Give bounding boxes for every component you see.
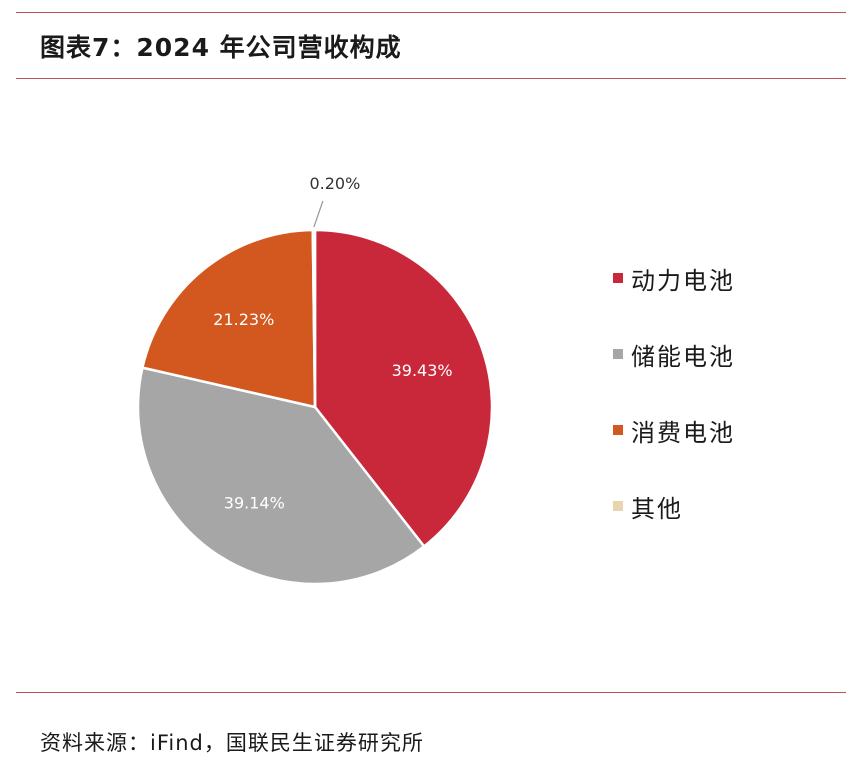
pie-slice-1 [136, 366, 426, 586]
slice-label-3: 0.20% [309, 174, 360, 193]
top-rule [16, 12, 846, 13]
pie-chart: 39.43% 39.14% 21.23% 0.20% [136, 174, 494, 586]
legend-item-3: 其他 [613, 468, 735, 544]
legend-label-0: 动力电池 [631, 266, 735, 295]
slice-label-0: 39.43% [392, 361, 453, 380]
slice-label-2: 21.23% [213, 310, 274, 329]
legend-item-1: 储能电池 [613, 316, 735, 392]
slice-label-1: 39.14% [224, 494, 285, 513]
leader-line-3 [313, 200, 324, 228]
legend-label-1: 储能电池 [631, 342, 735, 371]
legend-item-0: 动力电池 [613, 240, 735, 316]
pie-slice-3 [311, 228, 317, 409]
legend-label-3: 其他 [631, 494, 683, 523]
chart-title: 图表7：2024 年公司营收构成 [40, 33, 402, 62]
footer-rule [16, 692, 846, 693]
legend-label-2: 消费电池 [631, 418, 735, 447]
pie-slice-0 [313, 228, 494, 548]
legend-swatch-0 [613, 273, 623, 283]
source-note: 资料来源：iFind，国联民生证券研究所 [40, 731, 424, 755]
chart-legend: 动力电池储能电池消费电池其他 [613, 240, 735, 544]
legend-swatch-1 [613, 349, 623, 359]
legend-item-2: 消费电池 [613, 392, 735, 468]
legend-swatch-3 [613, 501, 623, 511]
title-rule [16, 78, 846, 79]
legend-swatch-2 [613, 425, 623, 435]
pie-slice-2 [141, 228, 317, 409]
